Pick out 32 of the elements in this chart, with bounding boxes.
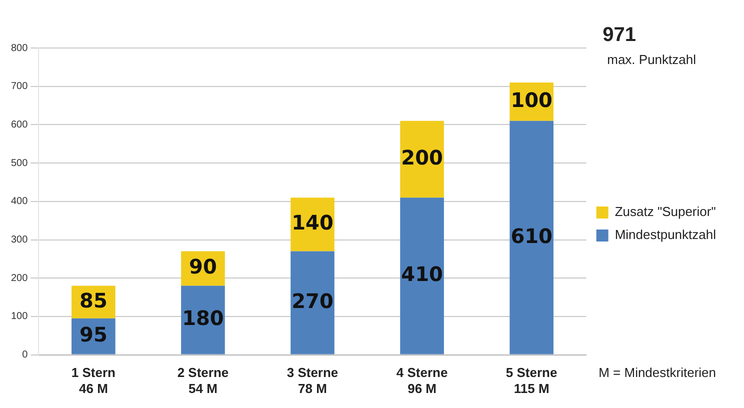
y-tick-label: 100 (10, 311, 28, 322)
x-tick-label: 3 Sterne 78 M (286, 365, 338, 396)
text: M = Mindestkriterien (598, 365, 716, 380)
x-tick-label: 2 Sterne 54 M (177, 365, 229, 396)
text: max. Punktzahl (607, 52, 696, 67)
y-tick-label: 0 (22, 350, 28, 361)
data-label: 270 (292, 288, 334, 313)
y-tick-label: 800 (10, 42, 28, 54)
y-tick-label: 700 (10, 81, 28, 92)
data-label: 95 (80, 322, 108, 347)
bar (290, 251, 334, 354)
data-label: 410 (401, 262, 443, 286)
text: 971 (602, 24, 636, 47)
data-label: 140 (292, 210, 334, 235)
bar (400, 198, 444, 354)
legend-label: Zusatz "Superior" (614, 204, 716, 220)
data-label: 200 (401, 145, 443, 170)
x-tick-label: 1 Stern 46 M (71, 365, 116, 396)
data-label: 610 (510, 224, 552, 248)
data-label: 100 (510, 88, 552, 112)
data-label: 85 (80, 288, 108, 312)
y-tick-label: 300 (10, 234, 28, 246)
y-tick-label: 200 (10, 272, 28, 284)
bar (510, 120, 554, 354)
y-tick-label: 400 (10, 196, 28, 208)
x-tick-label: 5 Sterne 115 M (506, 365, 558, 396)
y-tick-label: 600 (10, 119, 28, 130)
legend-label: Mindestpunktzahl (614, 227, 716, 242)
x-tick-label: 4 Sterne 96 M (396, 365, 448, 396)
data-label: 180 (182, 306, 224, 330)
y-tick-label: 500 (10, 158, 28, 169)
data-label: 90 (189, 254, 217, 279)
